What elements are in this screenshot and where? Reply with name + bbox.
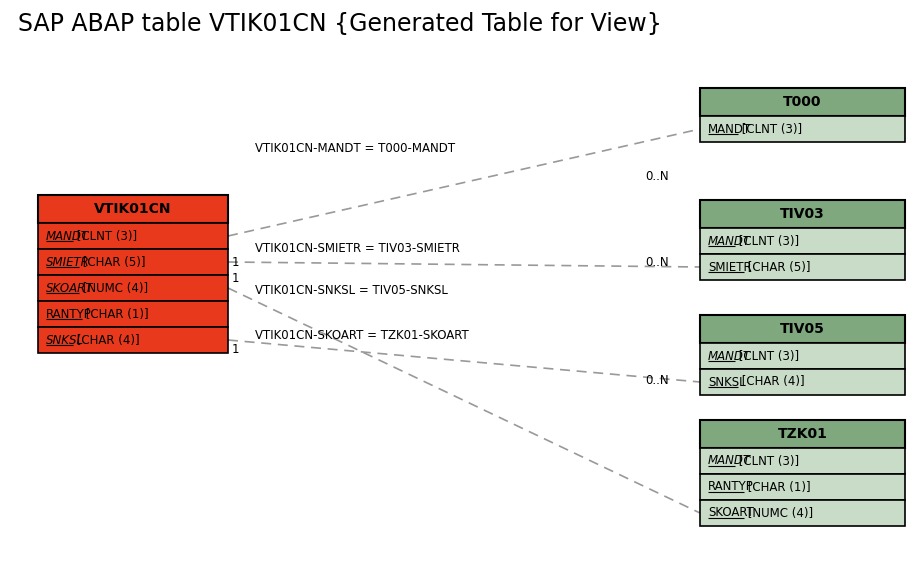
Text: VTIK01CN-MANDT = T000-MANDT: VTIK01CN-MANDT = T000-MANDT <box>255 142 455 154</box>
Text: RANTYP: RANTYP <box>46 307 92 321</box>
Text: [CHAR (5)]: [CHAR (5)] <box>79 255 145 269</box>
Text: TIV05: TIV05 <box>779 322 824 336</box>
Text: [NUMC (4)]: [NUMC (4)] <box>79 282 148 294</box>
Text: MANDT: MANDT <box>708 122 751 135</box>
Bar <box>699 200 904 228</box>
Bar <box>38 301 228 327</box>
Bar <box>699 254 904 280</box>
Text: TIV03: TIV03 <box>779 207 824 221</box>
Bar <box>699 500 904 526</box>
Text: 1: 1 <box>232 342 239 356</box>
Text: SMIETR: SMIETR <box>708 261 751 273</box>
Bar <box>38 275 228 301</box>
Bar <box>699 315 904 343</box>
Bar <box>699 474 904 500</box>
Text: 1: 1 <box>232 255 239 269</box>
Text: [CHAR (1)]: [CHAR (1)] <box>82 307 149 321</box>
Text: VTIK01CN-SNKSL = TIV05-SNKSL: VTIK01CN-SNKSL = TIV05-SNKSL <box>255 283 448 297</box>
Text: VTIK01CN: VTIK01CN <box>94 202 172 216</box>
Text: SNKSL: SNKSL <box>708 375 744 388</box>
Bar <box>38 223 228 249</box>
Bar <box>699 228 904 254</box>
Bar <box>699 420 904 448</box>
Text: [CHAR (4)]: [CHAR (4)] <box>737 375 804 388</box>
Text: T000: T000 <box>782 95 821 109</box>
Text: MANDT: MANDT <box>708 455 750 468</box>
Bar <box>699 116 904 142</box>
Text: [CHAR (5)]: [CHAR (5)] <box>743 261 810 273</box>
Bar <box>699 343 904 369</box>
Text: [CHAR (4)]: [CHAR (4)] <box>74 333 140 346</box>
Text: SKOART: SKOART <box>46 282 93 294</box>
Text: [CHAR (1)]: [CHAR (1)] <box>743 480 810 493</box>
Text: [CLNT (3)]: [CLNT (3)] <box>734 455 799 468</box>
Bar <box>699 88 904 116</box>
Text: 0..N: 0..N <box>644 374 668 387</box>
Text: [CLNT (3)]: [CLNT (3)] <box>734 234 799 248</box>
Text: [CLNT (3)]: [CLNT (3)] <box>734 349 799 363</box>
Text: RANTYP: RANTYP <box>708 480 753 493</box>
Text: 0..N: 0..N <box>644 255 668 269</box>
Text: SMIETR: SMIETR <box>46 255 90 269</box>
Text: MANDT: MANDT <box>708 349 750 363</box>
Bar <box>699 369 904 395</box>
Text: [CLNT (3)]: [CLNT (3)] <box>737 122 801 135</box>
Text: SKOART: SKOART <box>708 507 753 519</box>
Text: SAP ABAP table VTIK01CN {Generated Table for View}: SAP ABAP table VTIK01CN {Generated Table… <box>18 12 661 36</box>
Text: MANDT: MANDT <box>708 234 750 248</box>
Bar <box>699 448 904 474</box>
Text: 0..N: 0..N <box>644 170 668 182</box>
Text: TZK01: TZK01 <box>777 427 826 441</box>
Bar <box>38 249 228 275</box>
Text: 1: 1 <box>232 272 239 285</box>
Text: [CLNT (3)]: [CLNT (3)] <box>74 230 138 243</box>
Bar <box>38 195 228 223</box>
Text: SNKSL: SNKSL <box>46 333 84 346</box>
Text: VTIK01CN-SKOART = TZK01-SKOART: VTIK01CN-SKOART = TZK01-SKOART <box>255 328 469 342</box>
Bar <box>38 327 228 353</box>
Text: MANDT: MANDT <box>46 230 89 243</box>
Text: VTIK01CN-SMIETR = TIV03-SMIETR: VTIK01CN-SMIETR = TIV03-SMIETR <box>255 241 460 255</box>
Text: [NUMC (4)]: [NUMC (4)] <box>743 507 812 519</box>
